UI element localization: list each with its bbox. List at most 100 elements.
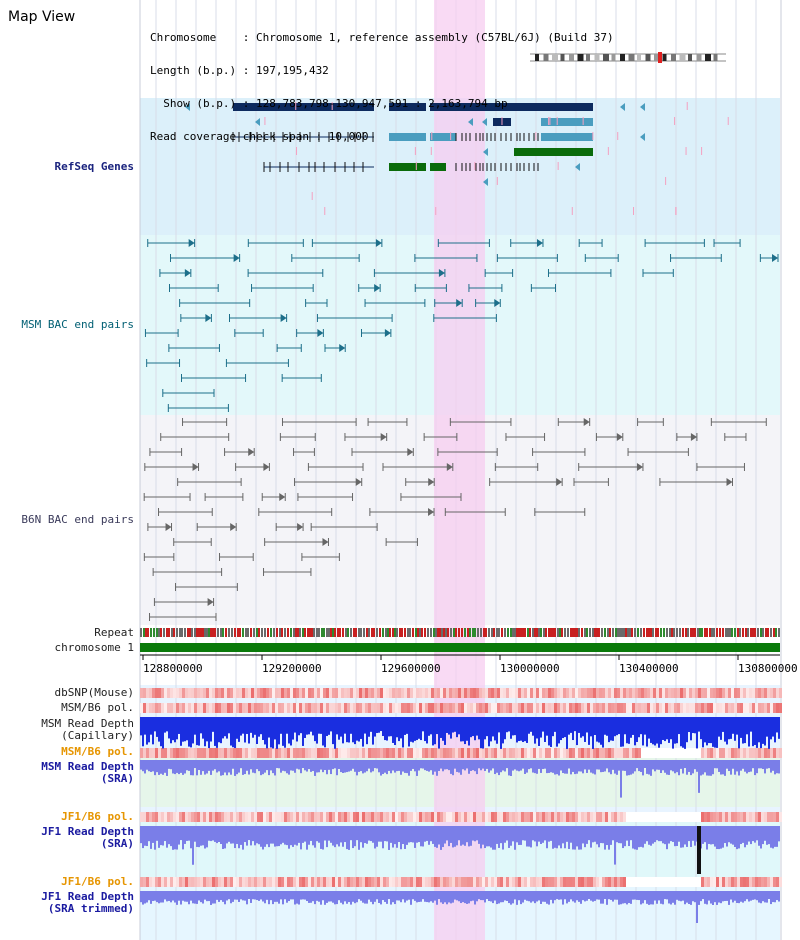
track-label-b6n-bac[interactable]: B6N BAC end pairs — [21, 513, 134, 526]
dbsnp-cell — [578, 688, 581, 698]
track-label-msm-depth-capillary[interactable]: MSM Read Depth — [41, 717, 134, 730]
jf1-b6-pol-cell — [506, 812, 509, 822]
repeat-element — [404, 628, 406, 637]
repeat-element — [617, 628, 619, 637]
msm-b6-pol-sra-cell — [386, 748, 389, 758]
msm-capillary-depth-bar — [422, 717, 424, 732]
msm-b6-pol-cell — [440, 703, 443, 713]
dbsnp-cell — [185, 688, 188, 698]
jf1-b6-pol-trim-cell — [329, 877, 332, 887]
jf1-trim-depth-bar — [518, 891, 520, 901]
jf1-trim-depth-bar — [372, 891, 374, 905]
msm-b6-pol-sra-cell — [509, 748, 512, 758]
track-label-jf1-b6-pol[interactable]: JF1/B6 pol. — [61, 810, 134, 823]
repeat-element — [625, 628, 627, 637]
msm-capillary-depth-bar — [720, 717, 722, 740]
jf1-sra-depth-bar — [292, 826, 294, 847]
track-label-repeat[interactable]: Repeat — [94, 626, 134, 639]
msm-b6-pol-sra-cell — [344, 748, 347, 758]
jf1-b6-pol-trim-cell — [650, 877, 653, 887]
jf1-sra-depth-bar — [164, 826, 166, 842]
jf1-sra-depth-bar — [448, 826, 450, 847]
jf1-sra-depth-bar — [486, 826, 488, 847]
track-label-jf1-depth[interactable]: JF1 Read Depth — [41, 825, 134, 838]
track-label-msm-depth-sra[interactable]: MSM Read Depth — [41, 760, 134, 773]
msm-capillary-depth-bar — [184, 717, 186, 742]
msm-sra-depth-bar — [346, 760, 348, 773]
jf1-b6-pol-cell — [308, 812, 311, 822]
msm-capillary-depth-bar — [562, 717, 564, 739]
repeat-element — [727, 628, 729, 637]
jf1-b6-pol-trim-cell — [638, 877, 641, 887]
track-label-jf1-depth-trimmed[interactable]: JF1 Read Depth — [41, 890, 134, 903]
gene-bar — [389, 133, 426, 141]
jf1-b6-pol-trim-cell — [320, 877, 323, 887]
dbsnp-cell — [278, 688, 281, 698]
msm-b6-pol-cell — [677, 703, 680, 713]
repeat-element — [326, 628, 328, 637]
msm-b6-pol-cell — [284, 703, 287, 713]
msm-b6-pol-sra-cell — [611, 748, 614, 758]
jf1-trim-depth-bar — [544, 891, 546, 902]
repeat-element — [673, 628, 675, 637]
track-label-msm-b6-pol-sra[interactable]: MSM/B6 pol. — [61, 745, 134, 758]
jf1-trim-depth-bar — [612, 891, 614, 902]
msm-capillary-depth-bar — [436, 717, 438, 735]
msm-b6-pol-sra-cell — [608, 748, 611, 758]
msm-sra-depth-bar — [538, 760, 540, 769]
msm-b6-pol-cell — [542, 703, 545, 713]
msm-b6-pol-cell — [629, 703, 632, 713]
jf1-sra-depth-bar — [658, 826, 660, 842]
msm-b6-pol-sra-cell — [410, 748, 413, 758]
jf1-sra-depth-bar — [528, 826, 530, 847]
jf1-sra-depth-bar — [264, 826, 266, 847]
msm-sra-depth-bar — [654, 760, 656, 772]
jf1-trim-depth-bar — [610, 891, 612, 900]
repeat-element — [376, 628, 378, 637]
msm-capillary-depth-bar — [284, 717, 286, 748]
jf1-b6-pol-cell — [590, 812, 593, 822]
jf1-sra-depth-bar — [392, 826, 394, 848]
dbsnp-cell — [284, 688, 287, 698]
jf1-b6-pol-cell — [572, 812, 575, 822]
jf1-b6-pol-cell — [386, 812, 389, 822]
jf1-trim-depth-bar — [438, 891, 440, 900]
dbsnp-cell — [536, 688, 539, 698]
track-label-dbsnp[interactable]: dbSNP(Mouse) — [54, 686, 134, 699]
jf1-sra-depth-bar — [330, 826, 332, 843]
track-label-msm-b6-pol[interactable]: MSM/B6 pol. — [61, 701, 134, 714]
jf1-b6-pol-trim-cell — [461, 877, 464, 887]
track-label-msm-bac[interactable]: MSM BAC end pairs — [21, 318, 134, 331]
jf1-sra-depth-bar — [550, 826, 552, 841]
msm-capillary-depth-bar — [438, 717, 440, 749]
track-label-jf1-b6-pol-trim[interactable]: JF1/B6 pol. — [61, 875, 134, 888]
msm-b6-pol-sra-cell — [653, 748, 656, 758]
msm-b6-pol-sra-cell — [209, 748, 212, 758]
repeat-element — [760, 628, 762, 637]
dbsnp-cell — [245, 688, 248, 698]
msm-b6-pol-cell — [713, 703, 716, 713]
msm-sra-depth-bar — [590, 760, 592, 773]
jf1-b6-pol-cell — [425, 812, 428, 822]
jf1-sra-depth-bar — [602, 826, 604, 844]
jf1-b6-pol-trim-cell — [401, 877, 404, 887]
repeat-element — [447, 628, 449, 637]
track-label-chromosome[interactable]: chromosome 1 — [54, 641, 134, 654]
jf1-sra-depth-bar — [566, 826, 568, 842]
repeat-element — [453, 628, 455, 637]
jf1-sra-depth-bar — [538, 826, 540, 842]
jf1-sra-depth-bar — [384, 826, 386, 842]
jf1-b6-pol-cell — [161, 812, 164, 822]
msm-sra-depth-bar — [408, 760, 410, 776]
jf1-sra-depth-bar — [352, 826, 354, 849]
repeat-element — [204, 628, 206, 637]
msm-b6-pol-sra-cell — [323, 748, 326, 758]
msm-b6-pol-cell — [314, 703, 317, 713]
track-label-refseq-genes[interactable]: RefSeq Genes — [54, 160, 134, 173]
msm-sra-depth-bar — [466, 760, 468, 769]
jf1-sra-depth-bar — [308, 826, 310, 845]
msm-capillary-depth-bar — [308, 717, 310, 735]
jf1-sra-depth-bar — [504, 826, 506, 843]
msm-b6-pol-sra-cell — [722, 748, 725, 758]
